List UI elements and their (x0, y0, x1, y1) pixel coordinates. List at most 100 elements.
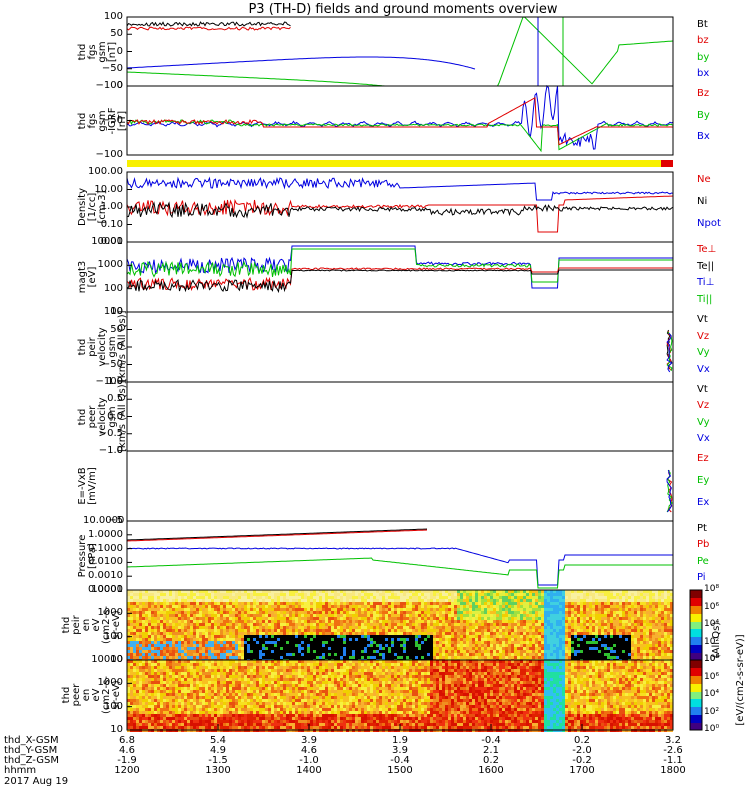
y-tick-label: 0.0 (107, 410, 123, 422)
series-pi (126, 547, 673, 586)
legend-entry: Vx (697, 432, 710, 444)
series-bx-igrf (126, 84, 674, 150)
y-tick-label: 10 (110, 724, 123, 735)
y-tick-label: 0.10 (100, 218, 123, 230)
x-tick-label: 2.1 (483, 745, 499, 756)
y-tick-label: 50 (110, 28, 123, 40)
legend: Te⊥ Te|| Ti⊥ Ti|| (697, 244, 716, 310)
y-axis-label-line: [km/s (All Qs)] (117, 379, 128, 452)
status-bar (127, 160, 661, 167)
legend-entry: Ti|| (697, 293, 713, 305)
y-axis-label: E=-VxB [mV/m] (77, 451, 98, 521)
y-tick-label: 0.5 (107, 393, 123, 405)
series-ti-perp (126, 245, 673, 289)
x-tick-label: 1.9 (392, 735, 408, 746)
colorbar-label: [eV/(cm2-s-sr-eV)] (735, 570, 746, 790)
series-bt (126, 21, 291, 27)
x-tick-label: 1200 (114, 765, 140, 776)
y-tick-label: 0.0001 (88, 584, 123, 595)
legend-entry: Vy (697, 347, 710, 358)
legend-entry: Pt (697, 523, 707, 534)
x-tick-label: 4.6 (119, 745, 135, 756)
series-ne (126, 195, 674, 233)
series-te-par (126, 269, 673, 294)
legend-entry: Npot (697, 218, 721, 229)
electron-spectrogram (127, 660, 673, 732)
legend-entry: Ni (697, 196, 708, 207)
series-npot (126, 176, 674, 201)
y-tick-label: 10000 (91, 654, 123, 665)
y-axis-label-line: [km/s (All Qs)] (117, 310, 128, 382)
y-axis-label-line: [eV] (87, 266, 98, 288)
series-bz-igrf (126, 96, 673, 146)
x-tick-label: -0.4 (481, 735, 501, 746)
colorbar-tick: 10⁰ (704, 654, 720, 664)
page-title: P3 (TH-D) fields and ground moments over… (248, 2, 558, 17)
colorbar-tick: 10⁸ (704, 654, 720, 664)
series-bz (126, 26, 291, 31)
y-tick-label: 1000 (97, 259, 123, 271)
y-tick-label: 10 (110, 306, 123, 317)
y-tick-label: 100 (103, 282, 123, 294)
y-axis-label: Density [1/cc] [cm-3] (77, 172, 108, 242)
legend-entry: Te⊥ (697, 244, 717, 255)
x-tick-label: 6.8 (119, 735, 135, 746)
y-axis-label: magt3 [eV] (77, 242, 98, 312)
x-tick-label: -2.0 (572, 745, 592, 756)
legend-entry: Vx (697, 363, 710, 375)
y-tick-label: 0 (116, 445, 123, 456)
x-tick-label: -0.4 (390, 755, 410, 766)
panel-frame-6 (126, 450, 674, 522)
y-axis-label: thd fgs gsm -IGRF [nT] (77, 86, 128, 156)
colorbar-tick: 10² (704, 636, 720, 647)
x-tick-label: 5.4 (210, 735, 226, 746)
y-tick-label: −100 (95, 80, 123, 91)
legend-entry: bx (697, 67, 710, 79)
legend-entry: Vt (697, 384, 708, 395)
x-tick-label: 4.9 (210, 745, 226, 756)
y-tick-label: 0.1000 (88, 542, 123, 554)
legend: Bz By Bx (697, 88, 710, 153)
x-tick-label: 0.2 (483, 755, 499, 766)
x-tick-label: 1600 (478, 765, 504, 776)
x-tick-label: 1800 (660, 765, 686, 776)
legend-entry: By (697, 109, 710, 121)
legend: Pt Pb Pe Pi (697, 523, 709, 588)
series-te-perp (126, 267, 673, 292)
y-tick-label: 0 (116, 341, 123, 352)
y-axis-label-line: [nT] (107, 41, 118, 62)
y-tick-label: −50 (101, 62, 123, 74)
y-tick-label: 100 (103, 11, 123, 22)
panel-frame-1 (126, 85, 674, 156)
panel-frame-3 (126, 241, 674, 313)
legend-entry: Ti⊥ (697, 277, 715, 288)
series-ti-par (126, 248, 673, 283)
legend: Ne Ni Npot (697, 174, 721, 240)
colorbar (689, 589, 703, 731)
legend-entry: Ex (697, 497, 710, 508)
x-tick-label: 3.2 (665, 735, 681, 746)
y-axis-label: thd peir velocity gsm [km/s (All Qs)] (77, 310, 128, 382)
legend-entry: Vz (697, 330, 710, 342)
y-tick-label: −100 (95, 376, 123, 387)
x-tick-label: 3.9 (301, 735, 317, 746)
series-pb (126, 529, 428, 542)
panel-frame-4 (126, 311, 674, 383)
x-axis-row-label: thd_X-GSM (4, 735, 59, 746)
status-bar-end (661, 160, 673, 167)
legend-entry: Ne (697, 174, 711, 185)
x-axis-row-label: thd_Z-GSM (4, 755, 59, 766)
legend-entry: Bx (697, 131, 710, 143)
x-axis-row-label: thd_Y-GSM (4, 745, 58, 756)
y-axis-label-line: [mV/m] (87, 467, 98, 505)
legend-entry: Pb (697, 539, 710, 551)
y-tick-label: 10000 (91, 584, 123, 595)
x-tick-label: -1.0 (299, 755, 319, 766)
legend: Ez Ey Ex (697, 453, 709, 519)
y-tick-label: −1.0 (98, 445, 123, 456)
x-tick-label: 1700 (569, 765, 595, 776)
series-bx (126, 56, 476, 70)
x-tick-label: -1.1 (663, 755, 683, 766)
legend: Vt Vz Vy Vx (697, 314, 710, 380)
legend-entry: Ez (697, 453, 709, 464)
